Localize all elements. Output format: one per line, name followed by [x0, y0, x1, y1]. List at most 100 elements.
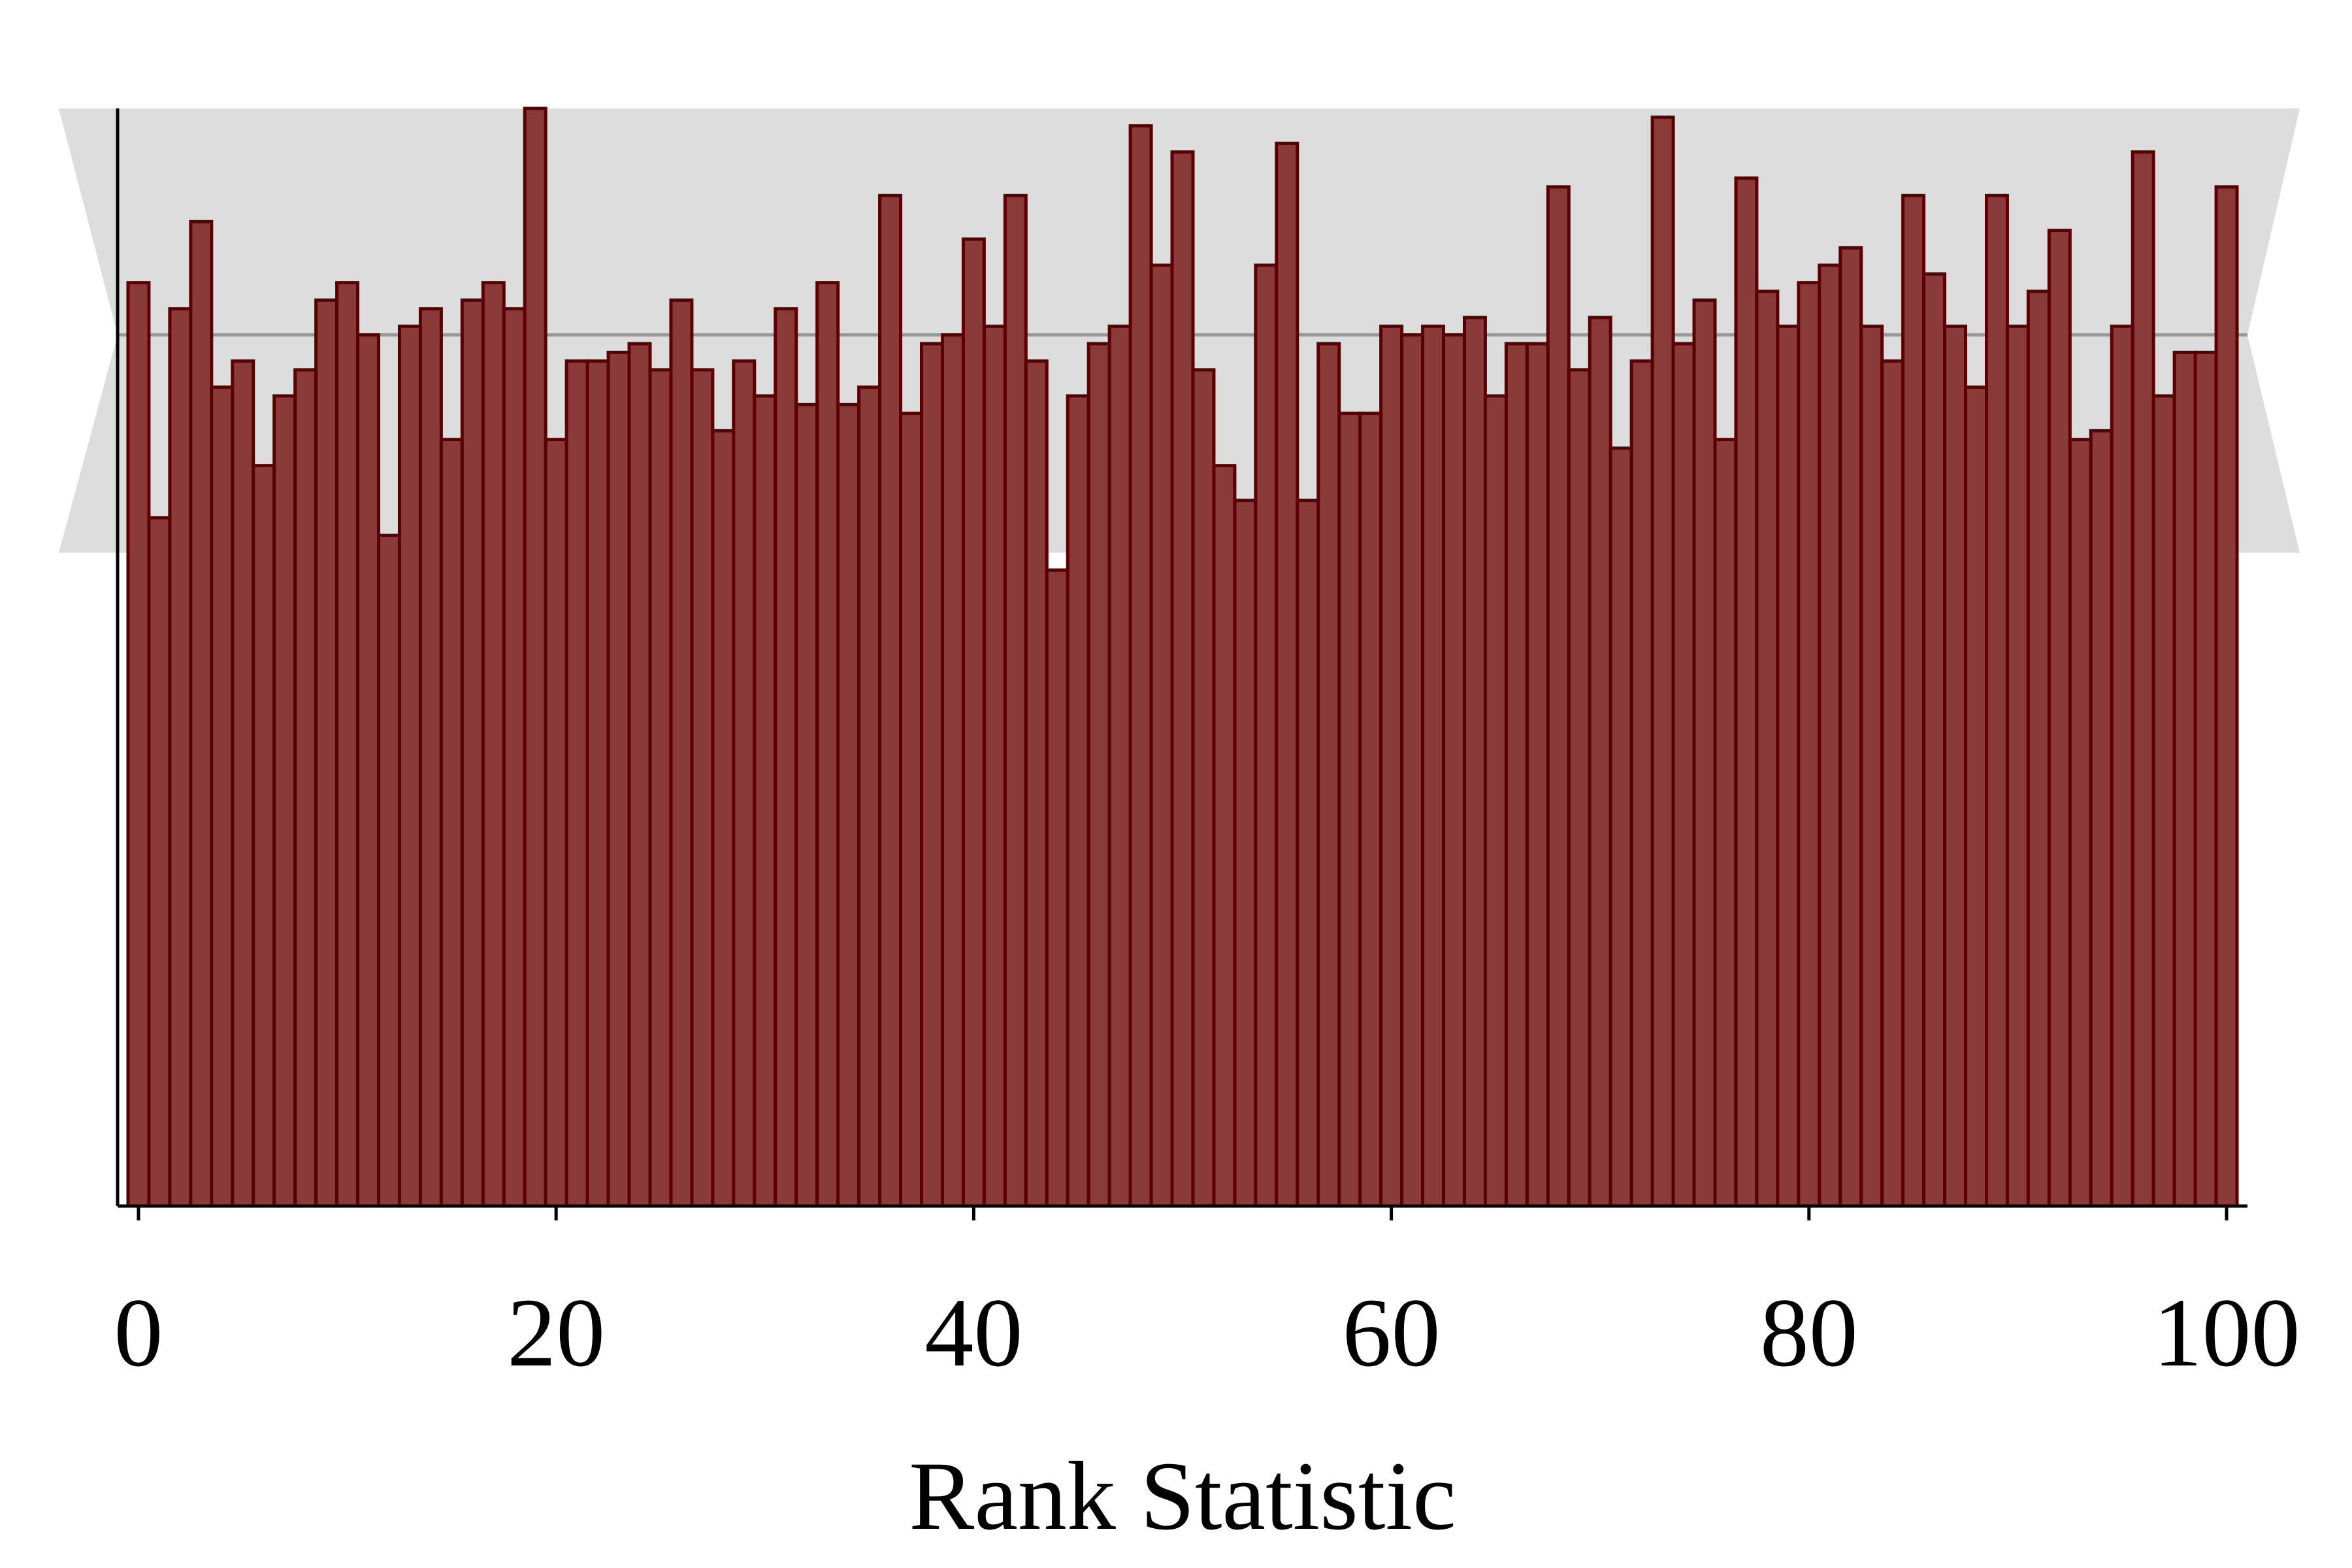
bar [2172, 350, 2197, 1208]
bar [168, 307, 193, 1208]
bar [2214, 185, 2239, 1208]
bar [314, 298, 339, 1208]
bar [648, 368, 673, 1208]
bar [1567, 368, 1592, 1208]
bar [2131, 150, 2155, 1208]
bar [252, 464, 276, 1208]
bar [669, 298, 694, 1208]
bar [1379, 324, 1404, 1208]
bar [397, 324, 422, 1208]
bar [2068, 438, 2093, 1208]
bar [1275, 141, 1299, 1208]
bar [1442, 333, 1466, 1208]
bar [377, 533, 401, 1208]
bar [1107, 324, 1132, 1208]
bar [1922, 272, 1947, 1208]
bar [1734, 176, 1759, 1208]
bar [1024, 359, 1049, 1208]
bar [815, 281, 840, 1208]
bar [2047, 229, 2072, 1208]
bar [1859, 324, 1884, 1208]
bar [189, 220, 214, 1208]
bar [1066, 394, 1090, 1208]
bar [210, 385, 235, 1208]
x-tick-label: 0 [114, 1279, 163, 1387]
bar [1504, 342, 1529, 1208]
bar [481, 281, 506, 1208]
bar [1797, 281, 1821, 1208]
bar [544, 438, 568, 1208]
bar [1316, 342, 1341, 1208]
x-axis-ticks: 0 20 40 60 80 100 [114, 1206, 2300, 1387]
bar [502, 307, 527, 1208]
bar [606, 350, 631, 1208]
bar [836, 402, 861, 1208]
bar [1901, 193, 1926, 1208]
bar [1003, 193, 1028, 1208]
x-tick-label: 40 [924, 1279, 1022, 1387]
bar [272, 394, 297, 1208]
bar [1838, 246, 1863, 1208]
bar [753, 394, 777, 1208]
bar [1191, 368, 1216, 1208]
bar [231, 359, 255, 1208]
bar [439, 438, 464, 1208]
bar [919, 342, 944, 1208]
bar [2151, 394, 2176, 1208]
bar [1943, 324, 1968, 1208]
bar [1254, 263, 1279, 1208]
bar [335, 281, 360, 1208]
x-tick-label: 100 [2153, 1279, 2300, 1387]
bar [2026, 289, 2051, 1208]
bar [1128, 124, 1153, 1208]
bar [1609, 446, 1633, 1208]
bar [1462, 316, 1487, 1208]
bar [1086, 342, 1111, 1208]
bar [1629, 359, 1654, 1208]
bar [1400, 333, 1425, 1208]
bar [1713, 438, 1738, 1208]
bar [1964, 385, 1988, 1208]
bar [2005, 324, 2030, 1208]
x-tick-label: 20 [507, 1279, 605, 1387]
x-tick-label: 60 [1343, 1279, 1441, 1387]
bar [1755, 289, 1780, 1208]
bar [940, 333, 965, 1208]
bar [1421, 324, 1446, 1208]
bar [1818, 263, 1842, 1208]
bar [1483, 394, 1508, 1208]
x-tick-label: 80 [1760, 1279, 1858, 1387]
bar [523, 106, 547, 1208]
bar [1212, 464, 1237, 1208]
bar [460, 298, 485, 1208]
bar [627, 342, 652, 1208]
bar [418, 307, 443, 1208]
bar [2089, 429, 2114, 1208]
bar [1525, 342, 1550, 1208]
bar [1692, 298, 1717, 1208]
bar [1045, 568, 1070, 1208]
x-axis-title: Rank Statistic [909, 1442, 1456, 1550]
bar [1170, 150, 1195, 1208]
bar [2110, 324, 2134, 1208]
bar [356, 333, 381, 1208]
bar [585, 359, 610, 1208]
bar [982, 324, 1007, 1208]
bar [1337, 412, 1362, 1208]
bar [899, 412, 923, 1208]
bar [857, 385, 882, 1208]
bar [1546, 185, 1571, 1208]
bar [690, 368, 715, 1208]
bar [1984, 193, 2009, 1208]
bar [1776, 324, 1801, 1208]
bar [1149, 263, 1174, 1208]
bar [126, 281, 151, 1208]
bar [1296, 498, 1320, 1208]
bar [1588, 316, 1612, 1208]
bar [961, 237, 986, 1208]
bar [1650, 115, 1675, 1208]
bar [732, 359, 757, 1208]
bar [1358, 412, 1383, 1208]
bar [774, 307, 798, 1208]
